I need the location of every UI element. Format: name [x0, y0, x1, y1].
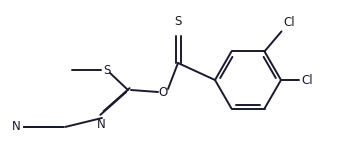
Text: N: N: [97, 118, 105, 131]
Text: N: N: [11, 120, 20, 133]
Text: Cl: Cl: [284, 16, 295, 29]
Text: S: S: [174, 15, 182, 28]
Text: O: O: [159, 86, 168, 98]
Text: Cl: Cl: [301, 73, 313, 86]
Text: S: S: [103, 64, 111, 77]
